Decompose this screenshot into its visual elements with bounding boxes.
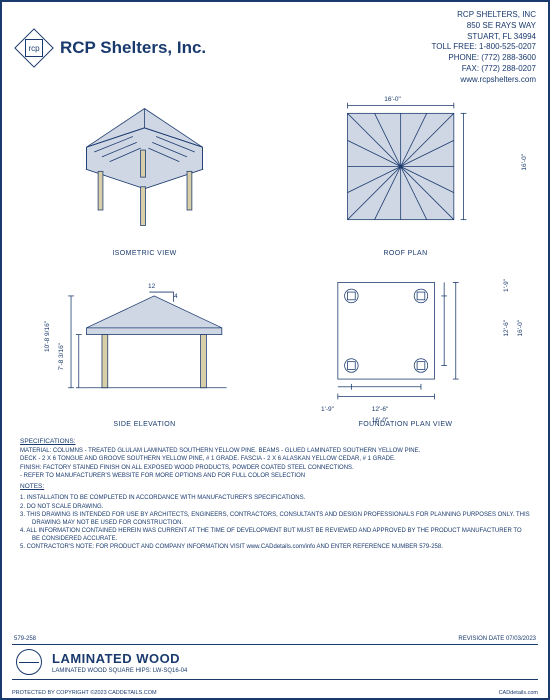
note-item: 5. CONTRACTOR'S NOTE: FOR PRODUCT AND CO… [20,543,530,551]
contact-addr1: 850 SE RAYS WAY [431,21,536,32]
view-label: FOUNDATION PLAN VIEW [281,421,530,428]
contact-addr2: STUART, FL 34994 [431,32,536,43]
footer: PROTECTED BY COPYRIGHT ©2023 CADDETAILS.… [12,690,538,696]
logo-icon: rcp [14,28,54,68]
spec-refer: - REFER TO MANUFACTURER'S WEBSITE FOR MO… [20,472,530,480]
title-text: LAMINATED WOOD LAMINATED WOOD SQUARE HIP… [52,651,187,674]
dim-pitch-run: 12 [148,283,155,290]
contact-block: RCP SHELTERS, INC 850 SE RAYS WAY STUART… [431,10,536,86]
drawing-sheet: rcp RCP Shelters, Inc. RCP SHELTERS, INC… [0,0,550,700]
dim-fdn-outer-h: 16'-0" [517,320,524,337]
dim-roof-h: 16'-0" [521,154,528,171]
dim-roof-w: 16'-0" [281,96,504,103]
view-side-elevation: 12 4 10'-8 9/16" 7'-8 3/16" SIDE ELEVATI… [20,265,269,430]
dim-eave-h: 7'-8 3/16" [58,343,65,370]
dim-overall-h: 10'-8 9/16" [44,321,51,352]
dim-fdn-inner-h: 12'-6" [503,320,510,337]
dim-pitch-rise: 4 [174,293,178,300]
view-label: ROOF PLAN [281,250,530,257]
spec-finish: FINISH: FACTORY STAINED FINISH ON ALL EX… [20,464,530,472]
title-block: LAMINATED WOOD LAMINATED WOOD SQUARE HIP… [12,644,538,680]
note-item: 3. THIS DRAWING IS INTENDED FOR USE BY A… [20,511,530,527]
note-item: 4. ALL INFORMATION CONTAINED HEREIN WAS … [20,527,530,543]
logo-text: rcp [25,39,43,57]
drawing-subtitle: LAMINATED WOOD SQUARE HIPS: LW-SQ16-04 [52,668,187,674]
spec-material: MATERIAL: COLUMNS - TREATED GLULAM LAMIN… [20,447,530,455]
header: rcp RCP Shelters, Inc. RCP SHELTERS, INC… [2,2,548,90]
dim-fdn-inner-w: 12'-6" [339,406,421,413]
contact-phone: PHONE: (772) 288-3600 [431,53,536,64]
notes-list: 1. INSTALLATION TO BE COMPLETED IN ACCOR… [20,494,530,551]
dim-fdn-edge-h: 1'-9" [503,279,510,292]
view-label: ISOMETRIC VIEW [20,250,269,257]
view-roof-plan: 16'-0" 16'-0" ROOF PLAN [281,94,530,259]
view-isometric: ISOMETRIC VIEW [20,94,269,259]
logo-block: rcp RCP Shelters, Inc. [14,10,206,86]
copyright-text: PROTECTED BY COPYRIGHT ©2023 CADDETAILS.… [12,690,157,696]
notes-heading: NOTES: [20,483,530,492]
detail-circle-icon [16,649,42,675]
spec-heading: SPECIFICATIONS: [20,438,530,447]
reference-number: 579-258 [14,636,36,642]
contact-name: RCP SHELTERS, INC [431,10,536,21]
contact-fax: FAX: (772) 288-0207 [431,64,536,75]
spec-deck: DECK - 2 X 6 TONGUE AND GROOVE SOUTHERN … [20,455,530,463]
contact-web: www.rcpshelters.com [431,75,536,86]
site-text: CADdetails.com [499,690,538,696]
contact-tollfree: TOLL FREE: 1-800-525-0207 [431,42,536,53]
note-item: 2. DO NOT SCALE DRAWING. [20,503,530,511]
specifications: SPECIFICATIONS: MATERIAL: COLUMNS - TREA… [2,430,548,554]
drawing-title: LAMINATED WOOD [52,651,187,666]
view-label: SIDE ELEVATION [20,421,269,428]
dim-fdn-edge-w: 1'-9" [321,406,334,413]
revision-date: REVISION DATE 07/03/2023 [458,636,536,642]
company-name: RCP Shelters, Inc. [60,38,206,58]
view-foundation-plan: 16'-0" 12'-6" 1'-9" 16'-0" 12'-6" 1'-9" … [281,265,530,430]
note-item: 1. INSTALLATION TO BE COMPLETED IN ACCOR… [20,494,530,502]
drawings-grid: ISOMETRIC VIEW [2,90,548,430]
